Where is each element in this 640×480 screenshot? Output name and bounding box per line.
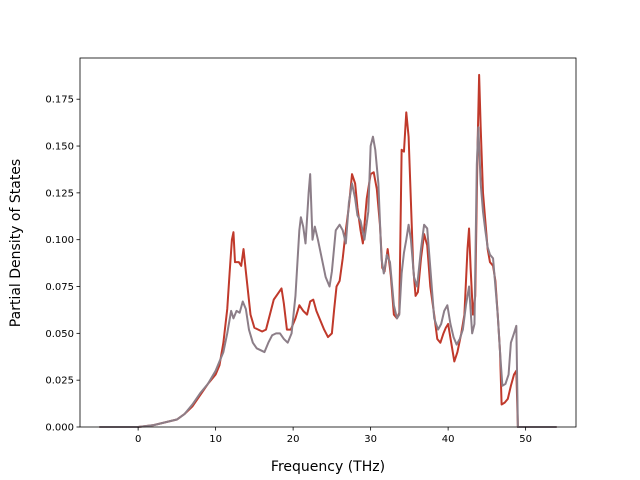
x-tick-label: 0 xyxy=(135,434,141,445)
series-line-2 xyxy=(99,126,557,428)
y-tick-label: 0.175 xyxy=(45,95,74,106)
y-tick-label: 0.150 xyxy=(45,142,74,153)
y-tick-label: 0.125 xyxy=(45,188,74,199)
y-tick-label: 0.075 xyxy=(45,282,74,293)
x-tick-label: 10 xyxy=(209,434,222,445)
x-axis-ticks: 0 10 20 30 40 50 xyxy=(135,427,532,445)
x-axis-label: Frequency (THz) xyxy=(271,459,385,475)
plot-frame xyxy=(79,57,577,428)
y-axis-label: Partial Density of States xyxy=(8,159,24,327)
y-tick-label: 0.000 xyxy=(45,423,74,434)
y-tick-label: 0.025 xyxy=(45,376,74,387)
x-tick-label: 50 xyxy=(519,434,532,445)
y-axis-ticks: 0.000 0.025 0.050 0.075 0.100 0.125 0.150 0.175 xyxy=(45,95,80,434)
y-tick-label: 0.100 xyxy=(45,235,74,246)
plot-area xyxy=(99,73,557,428)
y-tick-label: 0.050 xyxy=(45,329,74,340)
x-tick-label: 40 xyxy=(442,434,455,445)
x-tick-label: 30 xyxy=(364,434,377,445)
x-tick-label: 20 xyxy=(287,434,300,445)
